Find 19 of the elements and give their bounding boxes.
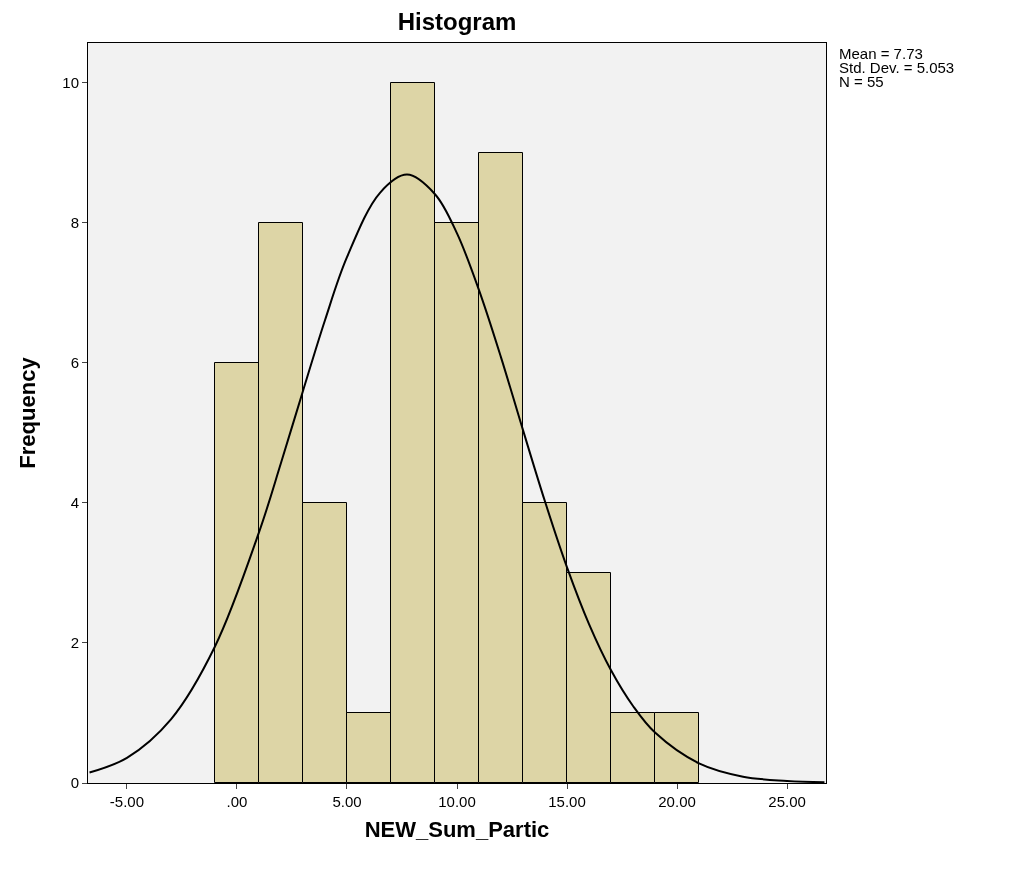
y-axis-title: Frequency <box>15 356 41 469</box>
y-tick-label: 0 <box>70 774 79 792</box>
y-tick-label: 4 <box>70 494 79 512</box>
x-tick-label: 10.00 <box>438 793 476 810</box>
y-tick-label: 8 <box>70 214 79 232</box>
text: N = 55 <box>839 73 884 90</box>
x-tick-label: 25.00 <box>768 793 806 810</box>
x-tick-label: -5.00 <box>109 793 145 810</box>
x-tick-label: 15.00 <box>548 793 586 810</box>
y-tick-label: 2 <box>70 634 79 652</box>
x-tick-label: 20.00 <box>658 793 696 810</box>
chart-title: Histogram <box>397 7 517 35</box>
x-tick-label: .00 <box>226 793 248 810</box>
x-axis-title: NEW_Sum_Partic <box>364 816 550 842</box>
text: Mean = 7.73 <box>839 45 923 62</box>
y-tick-label: 10 <box>62 74 79 92</box>
x-tick-label: 5.00 <box>332 793 362 810</box>
y-tick-label: 6 <box>70 354 79 372</box>
text: Std. Dev. = 5.053 <box>839 59 955 76</box>
